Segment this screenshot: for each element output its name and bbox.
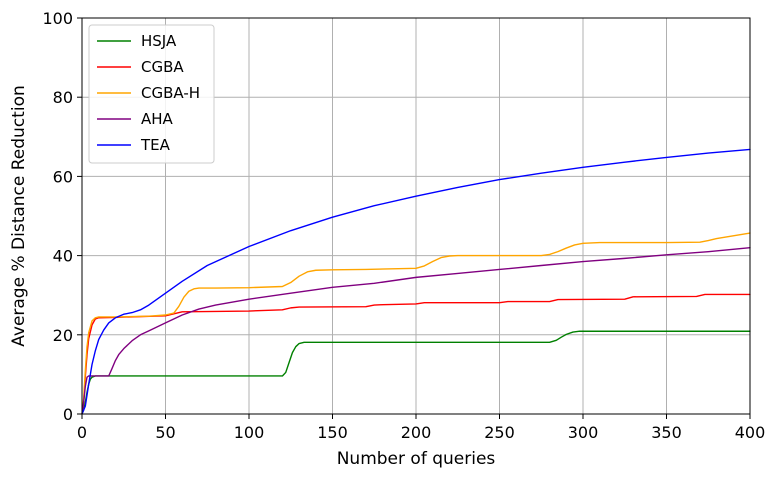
axis-ticks: 0 50 100 150 200 250 300 350 400 0 20 40 60 80 100 [42, 9, 765, 442]
legend-label-tea: TEA [140, 136, 171, 154]
series-line-tea [81, 148, 751, 415]
x-axis-label: Number of queries [337, 449, 496, 469]
y-axis-label: Average % Distance Reduction [9, 85, 29, 347]
x-tick-label: 0 [77, 423, 87, 442]
series-lines [81, 148, 751, 415]
x-tick-label: 350 [651, 423, 682, 442]
y-tick-label: 0 [63, 405, 73, 424]
legend-label-cgba: CGBA [141, 58, 184, 76]
legend-label-hsja: HSJA [141, 32, 177, 50]
series-line-cgba-h [81, 232, 751, 415]
legend-label-aha: AHA [141, 110, 174, 128]
y-tick-label: 60 [53, 167, 73, 186]
x-tick-label: 50 [155, 423, 175, 442]
legend-box [88, 24, 215, 164]
x-tick-label: 300 [568, 423, 599, 442]
series-line-hsja [81, 330, 751, 415]
x-tick-label: 250 [484, 423, 515, 442]
series-line-cgba [81, 293, 751, 415]
x-tick-label: 150 [317, 423, 348, 442]
series-line-aha [81, 246, 751, 415]
y-tick-label: 20 [53, 326, 73, 345]
legend-label-cgba-h: CGBA-H [141, 84, 200, 102]
y-tick-label: 40 [53, 247, 73, 266]
y-tick-label: 80 [53, 88, 73, 107]
x-tick-label: 200 [401, 423, 432, 442]
y-tick-label: 100 [42, 9, 73, 28]
legend: HSJA CGBA CGBA-H AHA TEA [88, 24, 215, 164]
x-tick-label: 400 [735, 423, 766, 442]
x-tick-label: 100 [234, 423, 265, 442]
